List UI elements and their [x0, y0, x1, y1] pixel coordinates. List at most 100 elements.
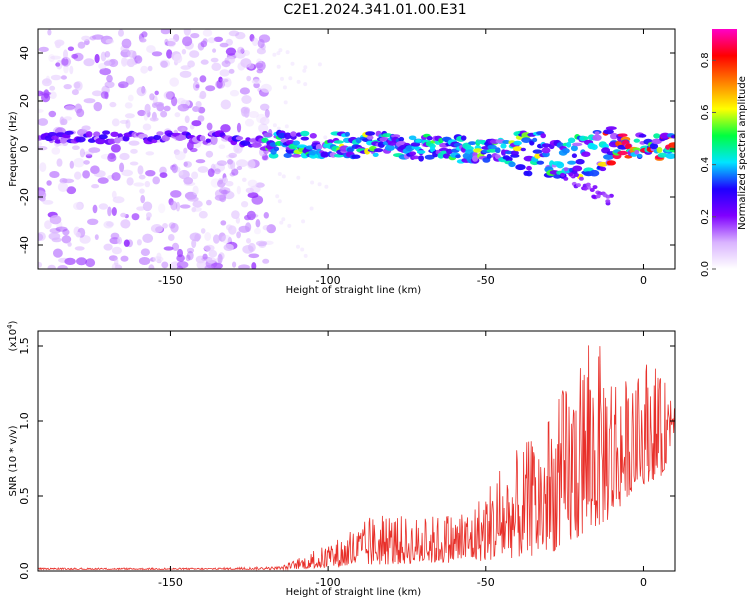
- signal-blob: [515, 164, 526, 171]
- signal-blob: [346, 147, 354, 153]
- signal-blob: [468, 141, 477, 146]
- noise-blob: [255, 219, 261, 228]
- noise-blob: [277, 199, 282, 204]
- signal-blob: [464, 146, 474, 151]
- signal-blob: [563, 167, 569, 172]
- signal-blob: [273, 146, 280, 152]
- colorbar: [712, 29, 737, 269]
- noise-blob: [218, 144, 226, 149]
- noise-blob: [192, 81, 200, 91]
- signal-blob: [665, 153, 675, 159]
- noise-blob: [191, 206, 197, 213]
- noise-blob: [248, 111, 259, 118]
- signal-blob: [110, 131, 119, 137]
- noise-blob: [47, 29, 52, 36]
- noise-blob: [140, 65, 149, 74]
- noise-blob: [111, 207, 117, 216]
- x-axis-label: Height of straight line (km): [286, 587, 422, 598]
- signal-blob: [512, 146, 523, 152]
- noise-blob: [181, 48, 187, 55]
- noise-blob: [176, 261, 189, 269]
- noise-blob: [285, 50, 290, 55]
- noise-blob: [246, 75, 252, 82]
- noise-blob: [207, 37, 216, 44]
- noise-blob: [272, 123, 277, 128]
- signal-blob: [534, 153, 541, 159]
- signal-blob: [526, 165, 532, 171]
- noise-blob: [119, 119, 129, 124]
- noise-blob: [282, 85, 287, 90]
- noise-blob: [173, 53, 183, 64]
- signal-blob: [398, 136, 405, 142]
- noise-blob: [207, 257, 216, 264]
- signal-blob: [617, 133, 628, 137]
- signal-blob: [575, 158, 585, 165]
- signal-blob: [85, 131, 93, 138]
- noise-blob: [210, 178, 221, 188]
- noise-blob: [83, 58, 95, 67]
- noise-blob: [91, 184, 100, 189]
- signal-blob: [292, 140, 300, 146]
- noise-blob: [38, 46, 49, 53]
- noise-blob: [263, 212, 269, 219]
- noise-blob: [213, 234, 220, 244]
- noise-blob: [280, 76, 284, 81]
- noise-blob: [64, 105, 76, 111]
- noise-blob: [159, 172, 168, 179]
- noise-blob: [120, 212, 127, 218]
- noise-blob: [206, 122, 213, 131]
- signal-blob: [541, 147, 551, 154]
- noise-blob: [215, 80, 226, 89]
- signal-blob: [495, 154, 501, 160]
- noise-blob: [152, 256, 164, 262]
- noise-blob: [130, 148, 138, 154]
- noise-blob: [281, 217, 286, 222]
- noise-blob: [220, 220, 227, 226]
- noise-blob: [195, 101, 202, 108]
- signal-blob: [597, 161, 609, 167]
- noise-blob: [278, 48, 283, 53]
- noise-blob: [296, 175, 301, 180]
- noise-blob: [192, 106, 200, 112]
- y-tick-label: -40: [18, 236, 31, 254]
- y-axis-label: Frequency (Hz): [8, 111, 19, 187]
- signal-blob: [429, 146, 436, 153]
- noise-blob: [242, 177, 247, 182]
- signal-blob: [592, 185, 598, 190]
- noise-blob: [73, 202, 83, 211]
- signal-blob: [418, 155, 424, 162]
- noise-blob: [229, 172, 235, 177]
- noise-blob: [245, 187, 254, 194]
- signal-blob: [424, 154, 435, 160]
- x-axis-label: Height of straight line (km): [286, 285, 422, 296]
- signal-blob: [566, 141, 572, 148]
- signal-blob: [51, 135, 59, 140]
- noise-blob: [262, 224, 271, 231]
- noise-blob: [61, 57, 69, 66]
- signal-blob: [589, 169, 600, 177]
- noise-blob: [54, 39, 65, 47]
- signal-blob: [605, 199, 611, 204]
- noise-blob: [93, 131, 101, 138]
- noise-blob: [38, 108, 44, 113]
- noise-blob: [258, 241, 267, 248]
- noise-blob: [74, 246, 85, 251]
- noise-blob: [111, 118, 120, 127]
- noise-blob: [137, 165, 144, 175]
- noise-blob: [104, 81, 115, 89]
- noise-blob: [302, 68, 307, 73]
- noise-blob: [42, 78, 51, 84]
- noise-blob: [45, 75, 51, 84]
- snr-plot-frame: [37, 330, 676, 572]
- noise-blob: [110, 144, 121, 153]
- noise-blob: [240, 58, 252, 68]
- signal-blob: [585, 182, 591, 187]
- noise-blob: [145, 151, 155, 156]
- noise-blob: [160, 110, 168, 118]
- signal-blob: [605, 194, 611, 199]
- noise-blob: [44, 220, 52, 230]
- noise-blob: [229, 89, 240, 97]
- signal-blob: [656, 147, 663, 153]
- noise-blob: [242, 50, 250, 56]
- noise-blob: [246, 238, 251, 244]
